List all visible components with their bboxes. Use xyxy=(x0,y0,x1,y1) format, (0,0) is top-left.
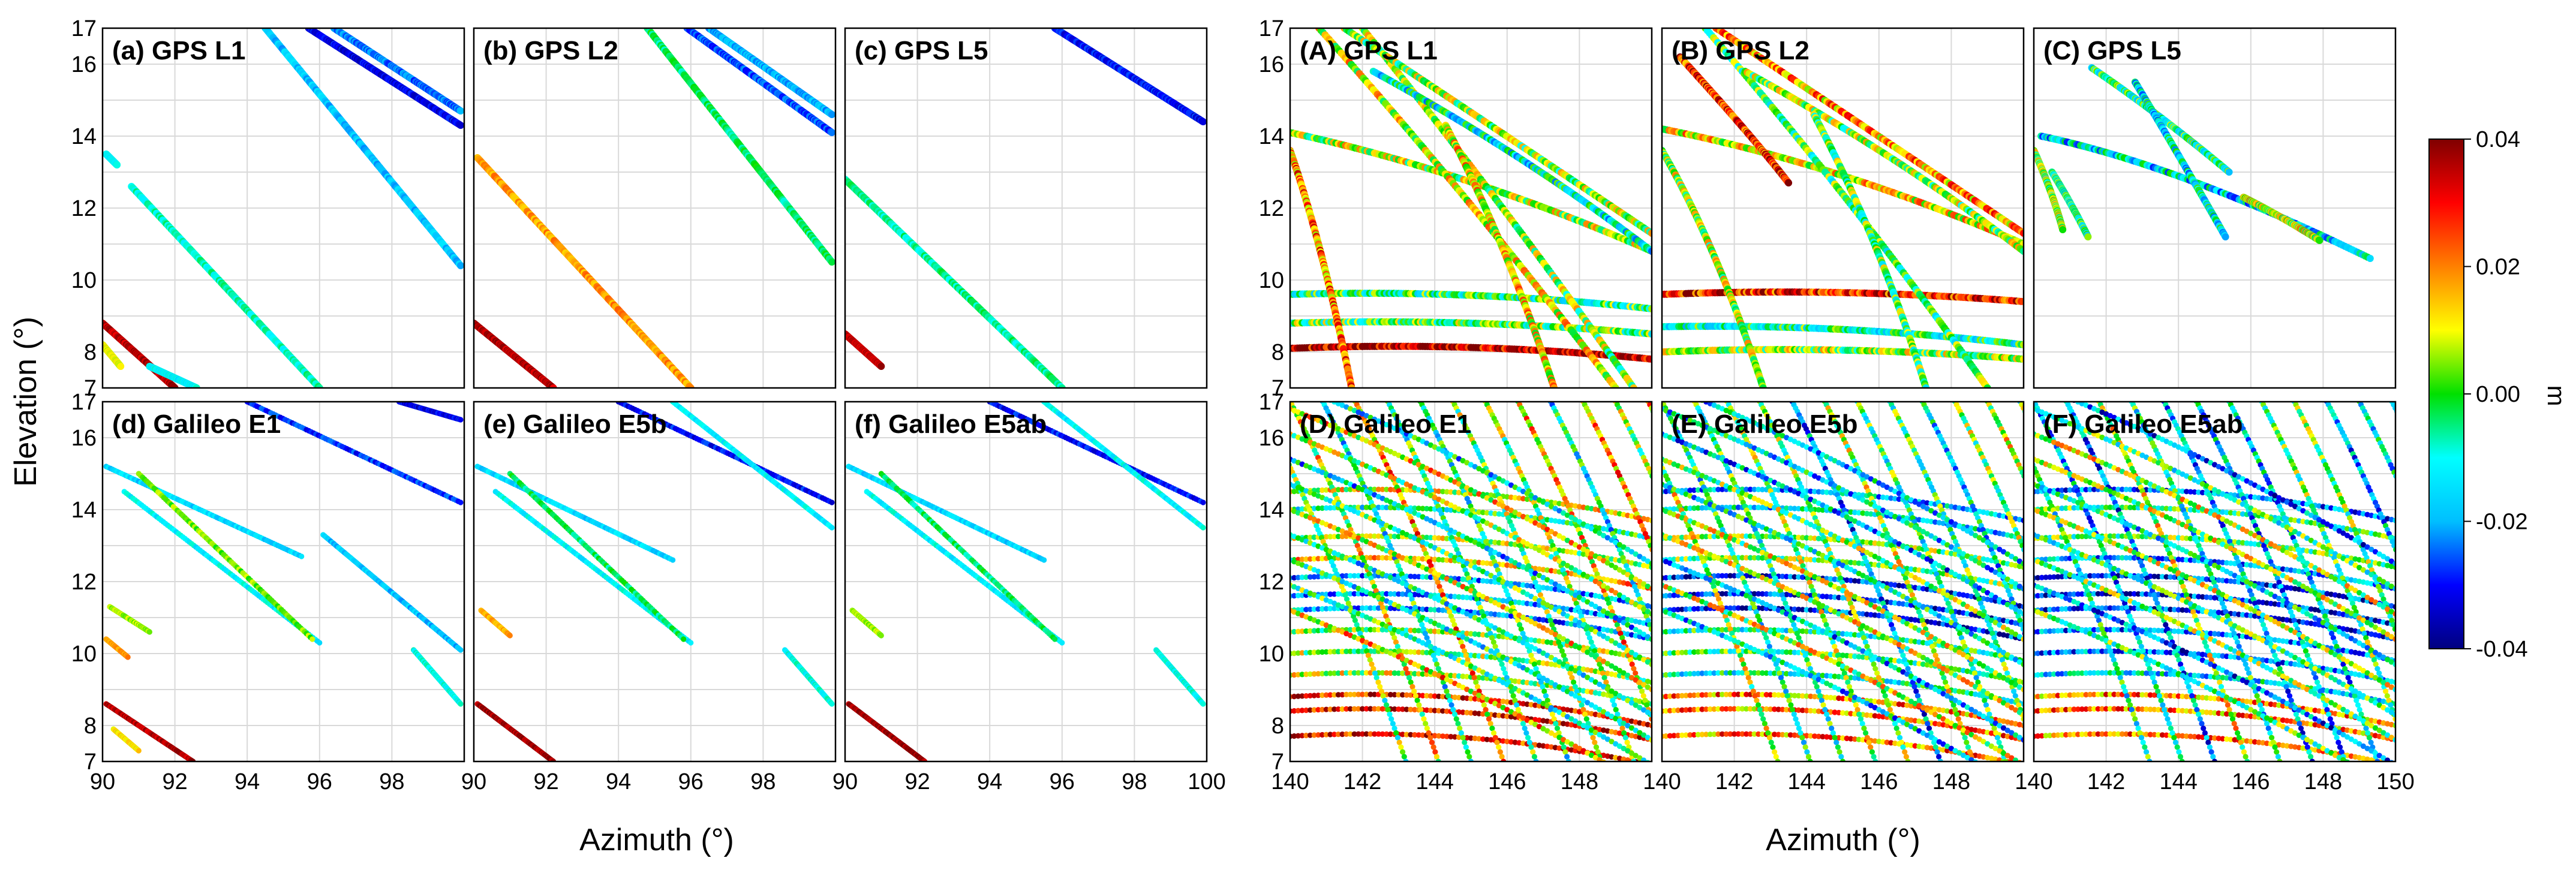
data-point xyxy=(113,161,121,168)
data-point xyxy=(136,748,142,754)
data-point xyxy=(457,122,464,129)
data-point xyxy=(877,363,885,370)
y-tick-label: 10 xyxy=(71,642,97,667)
panel-e: (e) Galileo E5b 90 92 94 96 98 xyxy=(461,401,837,794)
data-points xyxy=(845,28,1207,388)
data-point xyxy=(1200,499,1206,505)
data-point xyxy=(878,633,884,639)
data-point xyxy=(1059,640,1065,646)
data-point xyxy=(299,553,305,559)
data-point xyxy=(458,417,464,423)
data-point xyxy=(828,258,835,266)
data-point xyxy=(1200,118,1207,125)
data-point xyxy=(1041,557,1047,563)
panel-title: (a) GPS L1 xyxy=(112,36,246,65)
y-tick-label: 17 xyxy=(71,390,97,415)
panel-d: (d) Galileo E1 7 8 10 12 14 16 17 90 92 94 96 98 xyxy=(71,390,465,794)
panel-c: (c) GPS L5 xyxy=(844,27,1208,389)
panel-b: (b) GPS L2 xyxy=(473,27,837,389)
y-tick-label: 14 xyxy=(71,124,97,149)
data-point xyxy=(687,384,695,388)
data-point xyxy=(1200,701,1206,707)
data-points xyxy=(846,402,1206,761)
panel-frame xyxy=(101,27,465,389)
data-point xyxy=(829,499,835,505)
data-point xyxy=(688,640,694,646)
y-tick-label: 10 xyxy=(71,268,97,293)
data-point xyxy=(681,636,687,642)
x-tick-label: 90 xyxy=(90,769,115,794)
data-point xyxy=(458,499,464,505)
x-tick-label: 98 xyxy=(379,769,404,794)
data-points xyxy=(103,402,464,761)
panel-frame xyxy=(473,27,837,389)
data-point xyxy=(457,107,464,115)
gridlines xyxy=(102,28,465,389)
data-point xyxy=(549,384,557,388)
data-point xyxy=(1200,525,1206,531)
y-tick-label: 16 xyxy=(71,426,97,451)
data-point xyxy=(670,557,676,563)
data-point xyxy=(125,654,131,660)
data-point xyxy=(828,111,835,118)
panel-frame xyxy=(844,27,1208,389)
data-point xyxy=(315,384,323,388)
data-point xyxy=(458,647,464,653)
panel-title: (c) GPS L5 xyxy=(855,36,988,65)
data-point xyxy=(117,363,125,370)
panel-title: (d) Galileo E1 xyxy=(112,410,281,439)
x-tick-label: 98 xyxy=(750,769,775,794)
data-point xyxy=(317,640,323,646)
data-point xyxy=(1052,636,1058,642)
x-tick-label: 94 xyxy=(235,769,260,794)
x-tick-label: 96 xyxy=(307,769,332,794)
x-tick-label: 94 xyxy=(606,769,631,794)
y-tick-label: 12 xyxy=(71,570,97,595)
data-points xyxy=(474,402,835,761)
data-point xyxy=(309,636,315,642)
panel-title: (b) GPS L2 xyxy=(483,36,618,65)
x-tick-label: 96 xyxy=(678,769,704,794)
y-tick-label: 16 xyxy=(71,52,97,77)
panel-frame xyxy=(101,401,465,763)
data-point xyxy=(828,129,835,136)
data-point xyxy=(507,633,513,639)
data-point xyxy=(193,384,200,388)
x-tick-label: 90 xyxy=(461,769,486,794)
y-tick-label: 17 xyxy=(71,16,97,41)
data-point xyxy=(171,384,179,388)
panel-a: (a) GPS L1 7 8 10 12 14 16 17 xyxy=(71,16,465,401)
y-tick-label: 7 xyxy=(84,376,97,401)
y-tick-label: 12 xyxy=(71,196,97,221)
y-tick-label: 7 xyxy=(84,749,97,775)
y-tick-label: 8 xyxy=(84,714,97,739)
data-point xyxy=(457,262,464,269)
y-tick-label: 8 xyxy=(84,340,97,365)
data-points xyxy=(474,28,835,388)
panels: (a) GPS L1 7 8 10 12 14 16 17 (b) GPS L2 (c) GPS … xyxy=(71,16,2415,794)
data-point xyxy=(458,701,464,707)
y-tick-label: 14 xyxy=(71,498,97,523)
data-point xyxy=(1058,384,1066,388)
data-point xyxy=(829,701,835,707)
data-point xyxy=(829,525,835,531)
data-points xyxy=(103,28,464,388)
x-tick-label: 92 xyxy=(162,769,187,794)
x-tick-label: 92 xyxy=(533,769,558,794)
data-point xyxy=(146,629,152,635)
panel-frame xyxy=(473,401,837,763)
panel-title: (e) Galileo E5b xyxy=(483,410,667,439)
